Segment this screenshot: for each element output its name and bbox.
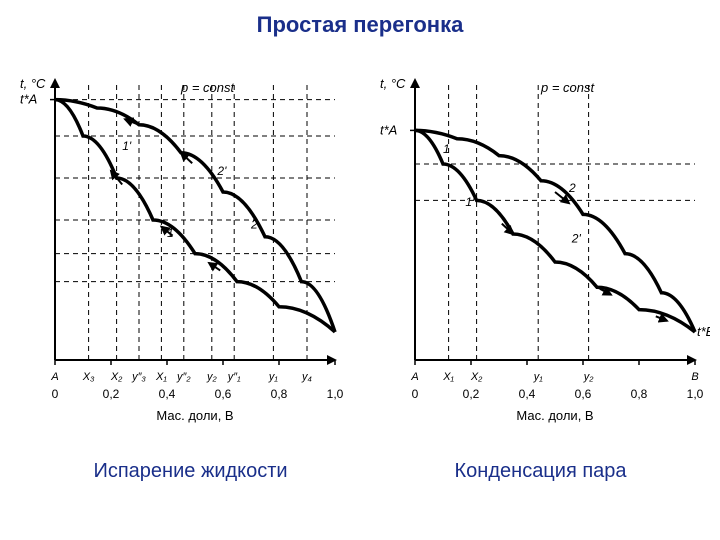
svg-text:0,2: 0,2 xyxy=(463,387,480,401)
svg-text:y₁: y₁ xyxy=(533,371,544,383)
left-chart: t, °Ct*А p = const 1 2 2' 1' 0 0,2 0,4 0,6 0,8 1,0 А… xyxy=(10,70,350,430)
svg-text:А: А xyxy=(50,371,58,383)
svg-text:y₁: y₁ xyxy=(268,371,279,383)
svg-text:Мас. доли, В: Мас. доли, В xyxy=(156,408,233,423)
svg-text:0,2: 0,2 xyxy=(103,387,120,401)
svg-text:2': 2' xyxy=(216,164,227,178)
svg-text:0,4: 0,4 xyxy=(159,387,176,401)
svg-text:t, °C: t, °C xyxy=(20,76,46,91)
svg-text:Мас. доли, В: Мас. доли, В xyxy=(516,408,593,423)
svg-text:y″₁: y″₁ xyxy=(227,371,241,383)
svg-text:y″₃: y″₃ xyxy=(131,371,146,383)
svg-text:t*В: t*В xyxy=(697,324,710,339)
caption-left: Испарение жидкости xyxy=(93,460,287,483)
diagrams-row: t, °Ct*Аp = const122'1'00,20,40,60,81,0А… xyxy=(10,70,710,440)
svg-text:А: А xyxy=(410,371,418,383)
right-panel: t, °C t*А t*В p = const 1 2 1' 2' 0 0,2 0,4 0,6 0,8 1… xyxy=(370,70,710,430)
svg-text:0: 0 xyxy=(52,387,59,401)
svg-text:0: 0 xyxy=(412,387,419,401)
svg-text:2: 2 xyxy=(568,181,576,195)
svg-text:X₁: X₁ xyxy=(155,371,167,383)
svg-text:1: 1 xyxy=(443,142,450,156)
page-title: Простая перегонка xyxy=(0,12,720,38)
svg-text:X₃: X₃ xyxy=(82,371,95,383)
caption-right: Конденсация пара xyxy=(455,460,627,483)
svg-text:0,6: 0,6 xyxy=(215,387,232,401)
svg-text:0,8: 0,8 xyxy=(271,387,288,401)
svg-text:2: 2 xyxy=(250,217,258,231)
svg-text:1,0: 1,0 xyxy=(327,387,344,401)
svg-text:1': 1' xyxy=(122,139,132,153)
svg-text:X₂: X₂ xyxy=(110,371,123,383)
svg-text:t*А: t*А xyxy=(20,92,37,107)
right-chart: t, °C t*А t*В p = const 1 2 1' 2' 0 0,2 0,4 0,6 0,8 1… xyxy=(370,70,710,430)
svg-text:1': 1' xyxy=(465,195,475,209)
left-panel: t, °Ct*А p = const 1 2 2' 1' 0 0,2 0,4 0,6 0,8 1,0 А… xyxy=(10,70,350,430)
svg-text:p = const: p = const xyxy=(180,80,236,95)
svg-text:1,0: 1,0 xyxy=(687,387,704,401)
svg-text:0,6: 0,6 xyxy=(575,387,592,401)
svg-text:1: 1 xyxy=(167,226,174,240)
captions-row: Испарение жидкости Конденсация пара xyxy=(10,460,710,483)
svg-text:0,4: 0,4 xyxy=(519,387,536,401)
svg-text:0,8: 0,8 xyxy=(631,387,648,401)
svg-text:t*А: t*А xyxy=(380,122,397,137)
svg-text:В: В xyxy=(691,371,698,383)
svg-text:y″₂: y″₂ xyxy=(176,371,191,383)
svg-text:t, °C: t, °C xyxy=(380,76,406,91)
svg-text:y₂: y₂ xyxy=(206,371,218,383)
svg-text:y₄: y₄ xyxy=(301,371,312,383)
svg-text:2': 2' xyxy=(571,231,582,245)
svg-text:p = const: p = const xyxy=(540,80,596,95)
svg-text:X₁: X₁ xyxy=(442,371,454,383)
svg-text:y₂: y₂ xyxy=(583,371,595,383)
svg-text:X₂: X₂ xyxy=(470,371,483,383)
